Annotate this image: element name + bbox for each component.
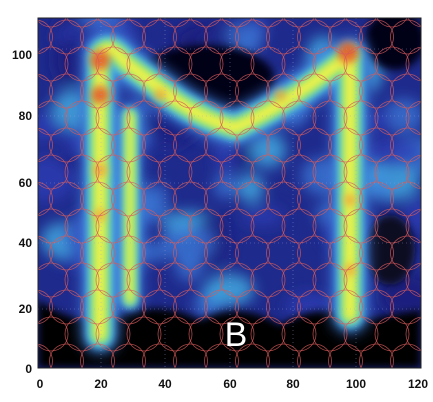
hotspot xyxy=(274,89,286,101)
y-tick-label: 20 xyxy=(19,302,33,316)
hotspot xyxy=(93,163,107,177)
grid-circle xyxy=(422,344,433,378)
grid-circle xyxy=(313,371,347,397)
x-tick-label: 60 xyxy=(223,377,237,391)
grid-circle xyxy=(422,74,433,108)
hotspot xyxy=(337,41,359,63)
grid-circle xyxy=(3,263,37,297)
grid-circle xyxy=(422,290,433,324)
grid-circle xyxy=(189,371,223,397)
background-blob xyxy=(204,274,254,307)
background-blob xyxy=(213,174,238,199)
grid-circle xyxy=(422,128,433,162)
background-blob xyxy=(145,183,168,222)
y-axis: 0 20 40 60 80 100 xyxy=(12,48,32,376)
x-axis: 0 20 40 60 80 100 120 xyxy=(37,377,429,391)
hotspot xyxy=(154,89,166,101)
y-tick-label: 80 xyxy=(19,109,33,123)
grid-circle xyxy=(127,371,161,397)
y-tick-label: 60 xyxy=(19,176,33,190)
x-tick-label: 0 xyxy=(37,377,44,391)
x-tick-label: 20 xyxy=(94,377,108,391)
grid-circle xyxy=(375,371,409,397)
grid-circle xyxy=(422,182,433,216)
y-tick-label: 40 xyxy=(19,236,33,250)
x-tick-label: 80 xyxy=(286,377,300,391)
y-tick-label: 100 xyxy=(12,48,32,62)
grid-circle xyxy=(3,317,37,351)
x-tick-label: 100 xyxy=(346,377,366,391)
grid-circle xyxy=(422,20,433,54)
y-tick-label: 0 xyxy=(25,362,32,376)
x-tick-label: 120 xyxy=(408,377,428,391)
hotspot xyxy=(91,86,109,104)
panel-label: B xyxy=(225,316,248,354)
grid-circle xyxy=(251,371,285,397)
grid-circle xyxy=(422,236,433,270)
x-tick-label: 40 xyxy=(158,377,172,391)
grid-circle xyxy=(3,0,37,27)
plot-area xyxy=(3,0,433,397)
hotspot xyxy=(344,194,356,206)
